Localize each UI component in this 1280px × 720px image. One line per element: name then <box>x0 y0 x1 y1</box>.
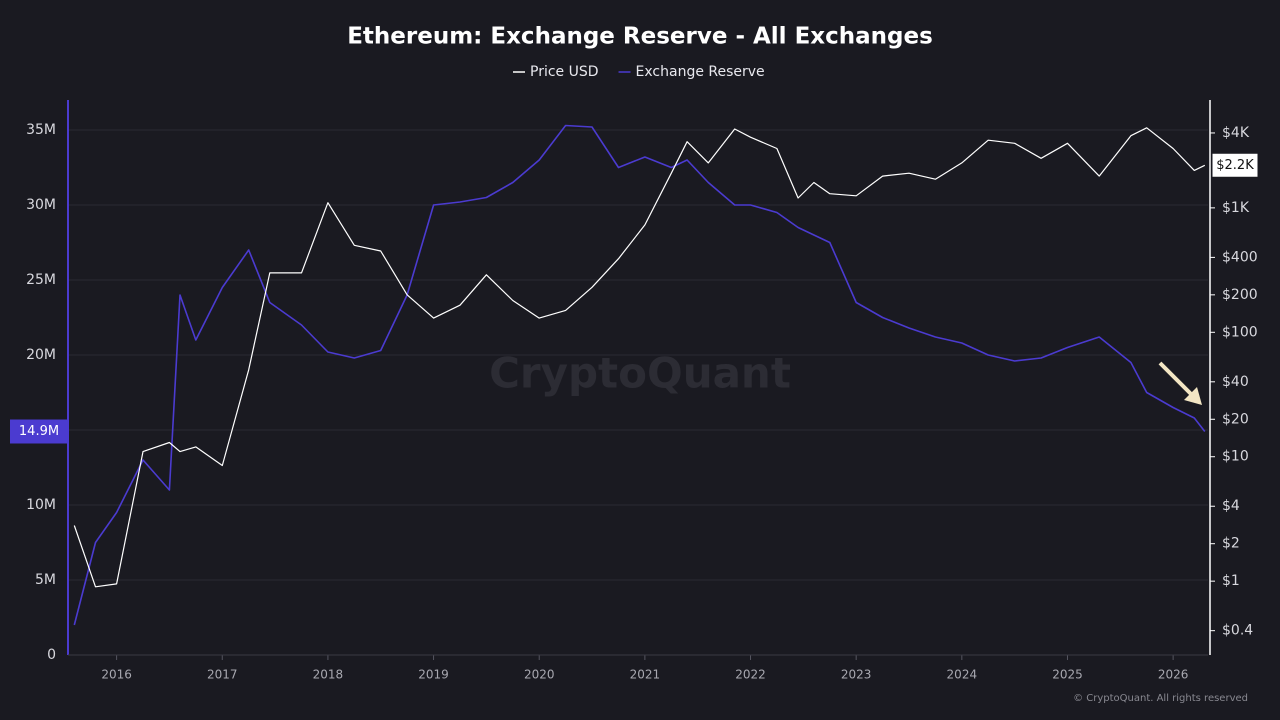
y2-tick-label: $40 <box>1222 374 1249 390</box>
value-label: $2.2K <box>1216 158 1254 173</box>
x-tick-label: 2017 <box>207 668 238 682</box>
x-tick-label: 2022 <box>735 668 766 682</box>
series-line <box>73 127 1206 588</box>
x-tick-label: 2026 <box>1158 668 1189 682</box>
y2-tick-label: $200 <box>1222 287 1258 303</box>
x-tick-label: 2023 <box>841 668 872 682</box>
arrow-head <box>1184 387 1202 405</box>
value-badge <box>10 419 68 444</box>
y-tick-label: 25M <box>26 272 56 288</box>
chart-title: Ethereum: Exchange Reserve - All Exchang… <box>347 24 933 50</box>
y2-tick-label: $10 <box>1222 449 1249 465</box>
value-badge <box>1211 152 1259 178</box>
annotation-arrow <box>1158 361 1202 405</box>
credit: © CryptoQuant. All rights reserved <box>1073 693 1248 704</box>
watermark: CryptoQuant <box>489 349 791 398</box>
x-tick-label: 2018 <box>313 668 344 682</box>
x-tick-label: 2024 <box>947 668 978 682</box>
legend-label: Price USD <box>530 64 599 80</box>
x-tick-label: 2019 <box>418 668 449 682</box>
y-tick-label: 30M <box>26 197 56 213</box>
x-tick-label: 2025 <box>1052 668 1083 682</box>
y2-tick-label: $20 <box>1222 411 1249 427</box>
series-line <box>73 124 1206 626</box>
arrow-shaft <box>1158 361 1194 397</box>
y2-tick-label: $1 <box>1222 573 1240 589</box>
y-tick-label: 20M <box>26 347 56 363</box>
y2-tick-label: $2 <box>1222 536 1240 552</box>
y2-tick-label: $4 <box>1222 498 1240 514</box>
y-tick-label: 35M <box>26 122 56 138</box>
y-tick-label: 10M <box>26 497 56 513</box>
x-tick-label: 2020 <box>524 668 555 682</box>
x-tick-label: 2016 <box>101 668 132 682</box>
legend-label: Exchange Reserve <box>636 64 765 80</box>
y2-tick-label: $400 <box>1222 249 1258 265</box>
y-tick-label: 5M <box>35 572 56 588</box>
y2-tick-label: $100 <box>1222 324 1258 340</box>
y2-tick-label: $4K <box>1222 125 1250 141</box>
x-tick-label: 2021 <box>630 668 661 682</box>
y2-tick-label: $1K <box>1222 200 1250 216</box>
y2-tick-label: $0.4 <box>1222 623 1253 639</box>
y-tick-label: 0 <box>47 647 56 663</box>
value-label: 14.9M <box>19 424 59 439</box>
